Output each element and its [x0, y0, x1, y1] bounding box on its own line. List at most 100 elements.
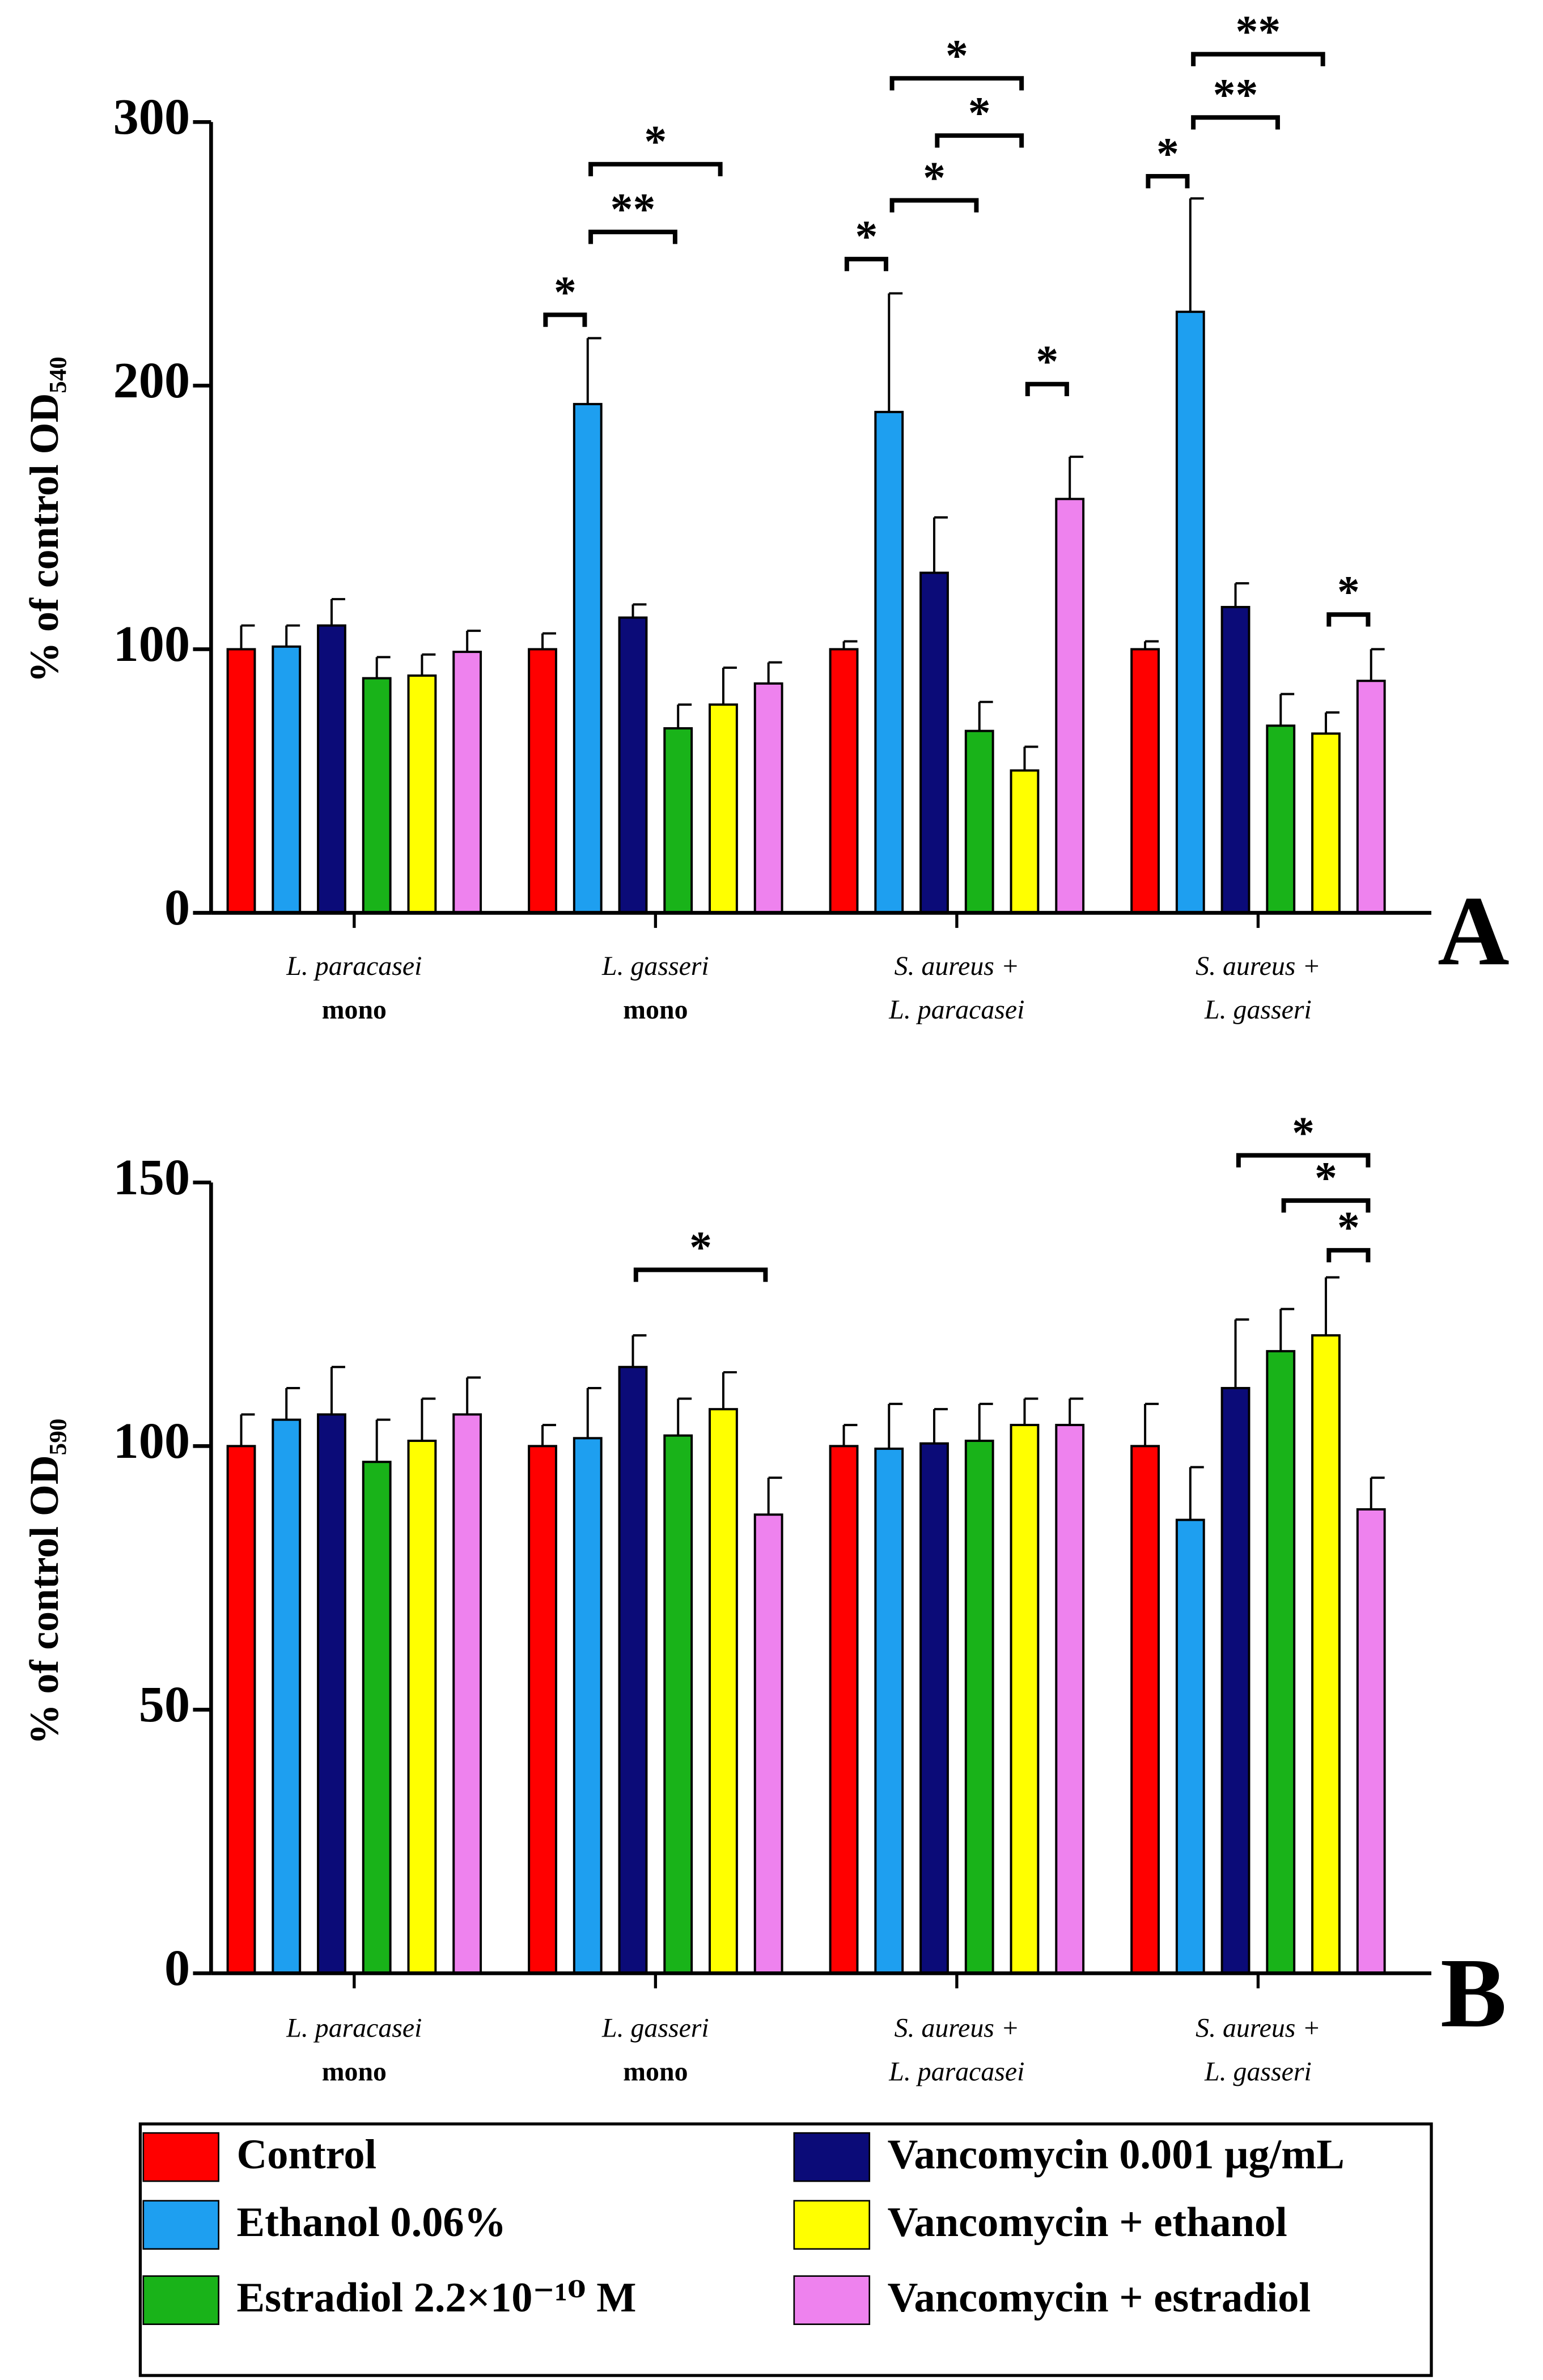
y-tick-label: 300 — [113, 88, 190, 145]
legend-swatch — [793, 2275, 871, 2325]
legend-label: Estradiol 2.2×10⁻¹⁰ M — [237, 2275, 637, 2321]
significance-label: ** — [1236, 7, 1281, 57]
bar — [1266, 724, 1296, 914]
bar — [1010, 1424, 1040, 1975]
significance-label: * — [1036, 337, 1058, 387]
bar — [407, 674, 437, 914]
bar — [1055, 1424, 1085, 1975]
bar — [663, 1434, 693, 1975]
x-tick-label: L. gasseri — [601, 951, 709, 981]
x-tick-label: S. aureus + — [1196, 951, 1320, 981]
panel-label: A — [1438, 876, 1510, 986]
panel-label: B — [1440, 1938, 1507, 2048]
x-tick-label: mono — [322, 2056, 387, 2086]
bar — [362, 677, 392, 914]
legend-swatch — [142, 2132, 219, 2182]
significance-label: * — [923, 153, 946, 203]
x-tick-label: mono — [623, 2056, 688, 2086]
significance-bracket — [889, 76, 1024, 91]
x-tick-label: mono — [623, 995, 688, 1025]
x-tick-label: S. aureus + — [895, 2013, 1019, 2043]
y-axis-label: % of control OD₅₄₀ — [22, 357, 67, 682]
significance-label: * — [1315, 1153, 1337, 1203]
y-tick-label: 150 — [113, 1148, 190, 1206]
significance-label: ** — [1213, 70, 1258, 120]
legend-box — [138, 2122, 1433, 2377]
legend-label: Vancomycin 0.001 μg/mL — [888, 2131, 1345, 2178]
legend-label: Vancomycin + estradiol — [888, 2275, 1311, 2321]
bar — [1220, 606, 1250, 914]
bar — [753, 1513, 783, 1975]
bar — [452, 651, 482, 914]
significance-label: * — [946, 31, 968, 81]
x-tick-label: S. aureus + — [1196, 2013, 1320, 2043]
bar — [1356, 680, 1386, 914]
bar — [452, 1413, 482, 1975]
y-tick-label: 0 — [164, 1939, 190, 1996]
x-tick-label: L. paracasei — [286, 951, 422, 981]
x-tick-label: S. aureus + — [895, 951, 1019, 981]
y-tick-label: 0 — [164, 879, 190, 936]
bar — [829, 648, 859, 914]
significance-label: * — [644, 117, 667, 167]
significance-bracket — [1281, 1198, 1371, 1213]
significance-bracket — [543, 312, 587, 327]
bar — [709, 703, 738, 914]
y-tick-label: 100 — [113, 1412, 190, 1469]
bar — [663, 727, 693, 914]
significance-label: ** — [611, 185, 656, 235]
bar — [1220, 1386, 1250, 1975]
bar — [528, 1445, 557, 1975]
y-tick-label: 200 — [113, 351, 190, 409]
bar — [1266, 1350, 1296, 1975]
significance-label: * — [1337, 567, 1360, 617]
significance-label: * — [1337, 1203, 1360, 1253]
significance-bracket — [588, 162, 723, 176]
significance-bracket — [1326, 1248, 1371, 1263]
legend-label: Vancomycin + ethanol — [888, 2199, 1287, 2246]
bar — [919, 1442, 949, 1975]
significance-label: * — [554, 268, 576, 317]
x-tick-label: L. gasseri — [601, 2013, 709, 2043]
bar — [1055, 498, 1085, 914]
bar — [528, 648, 557, 914]
bar — [1130, 648, 1160, 914]
legend-swatch — [793, 2200, 871, 2250]
significance-bracket — [1191, 115, 1280, 130]
significance-label: * — [968, 88, 991, 138]
significance-bracket — [633, 1267, 768, 1282]
significance-bracket — [1025, 381, 1069, 396]
significance-bracket — [1326, 612, 1371, 627]
bar — [362, 1461, 392, 1975]
significance-bracket — [1191, 52, 1325, 66]
significance-bracket — [1146, 173, 1190, 189]
bar — [964, 729, 994, 914]
significance-label: * — [689, 1223, 712, 1272]
x-tick-label: L. paracasei — [888, 2056, 1024, 2086]
bar — [573, 1437, 603, 1975]
legend-label: Ethanol 0.06% — [237, 2199, 506, 2246]
bar — [317, 624, 346, 914]
bar — [753, 682, 783, 914]
bar — [829, 1445, 859, 1975]
significance-label: * — [1292, 1108, 1315, 1158]
legend-swatch — [793, 2132, 871, 2182]
y-axis-label: % of control OD₅₉₀ — [22, 1419, 67, 1745]
bar — [874, 1447, 904, 1975]
bar — [964, 1439, 994, 1975]
x-tick-label: L. paracasei — [888, 995, 1024, 1025]
legend-label: Control — [237, 2131, 377, 2178]
significance-bracket — [889, 198, 979, 213]
bar — [226, 1445, 256, 1975]
x-tick-label: L. paracasei — [286, 2013, 422, 2043]
bar — [1356, 1508, 1386, 1975]
x-tick-label: L. gasseri — [1204, 2056, 1312, 2086]
significance-label: * — [1156, 129, 1179, 179]
bar — [1311, 1334, 1341, 1975]
bar — [1311, 732, 1341, 914]
y-tick-label: 100 — [113, 615, 190, 672]
bar — [1175, 311, 1205, 914]
bar — [1175, 1518, 1205, 1975]
significance-bracket — [935, 133, 1024, 148]
